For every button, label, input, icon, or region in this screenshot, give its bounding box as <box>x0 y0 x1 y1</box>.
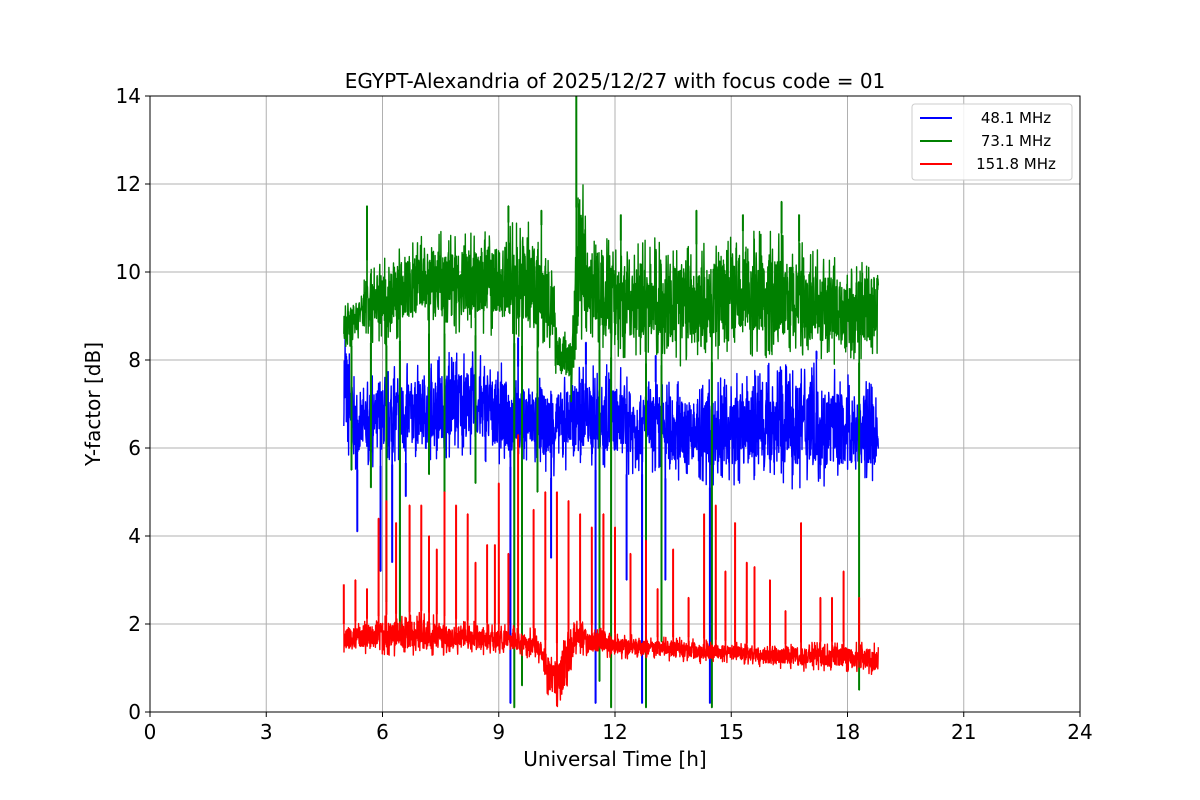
y-tick-label: 12 <box>116 172 141 196</box>
x-tick-label: 18 <box>835 720 860 744</box>
y-axis-label: Y-factor [dB] <box>81 342 105 467</box>
plot-area <box>342 96 879 709</box>
y-tick-label: 10 <box>116 260 141 284</box>
y-tick-label: 8 <box>128 348 141 372</box>
y-tick-label: 6 <box>128 436 141 460</box>
y-tick-label: 0 <box>128 700 141 724</box>
chart-title: EGYPT-Alexandria of 2025/12/27 with focu… <box>345 69 886 93</box>
x-tick-label: 12 <box>602 720 627 744</box>
legend-label-151mhz: 151.8 MHz <box>976 155 1056 173</box>
x-tick-label: 3 <box>260 720 273 744</box>
x-axis-label: Universal Time [h] <box>523 747 706 771</box>
series-481mhz <box>343 337 879 704</box>
x-tick-label: 15 <box>719 720 744 744</box>
series-line <box>343 434 879 708</box>
x-tick-label: 21 <box>951 720 976 744</box>
series-151mhz <box>342 434 879 708</box>
y-tick-label: 2 <box>128 612 141 636</box>
legend-label-73mhz: 73.1 MHz <box>981 132 1051 150</box>
x-tick-label: 0 <box>144 720 157 744</box>
y-tick-label: 4 <box>128 524 141 548</box>
x-tick-label: 6 <box>376 720 389 744</box>
x-tick-label: 9 <box>492 720 505 744</box>
legend: 48.1 MHz 73.1 MHz 151.8 MHz <box>911 103 1073 181</box>
x-tick-label: 24 <box>1067 720 1092 744</box>
y-tick-label: 14 <box>116 84 141 108</box>
legend-label-48mhz: 48.1 MHz <box>981 109 1051 127</box>
